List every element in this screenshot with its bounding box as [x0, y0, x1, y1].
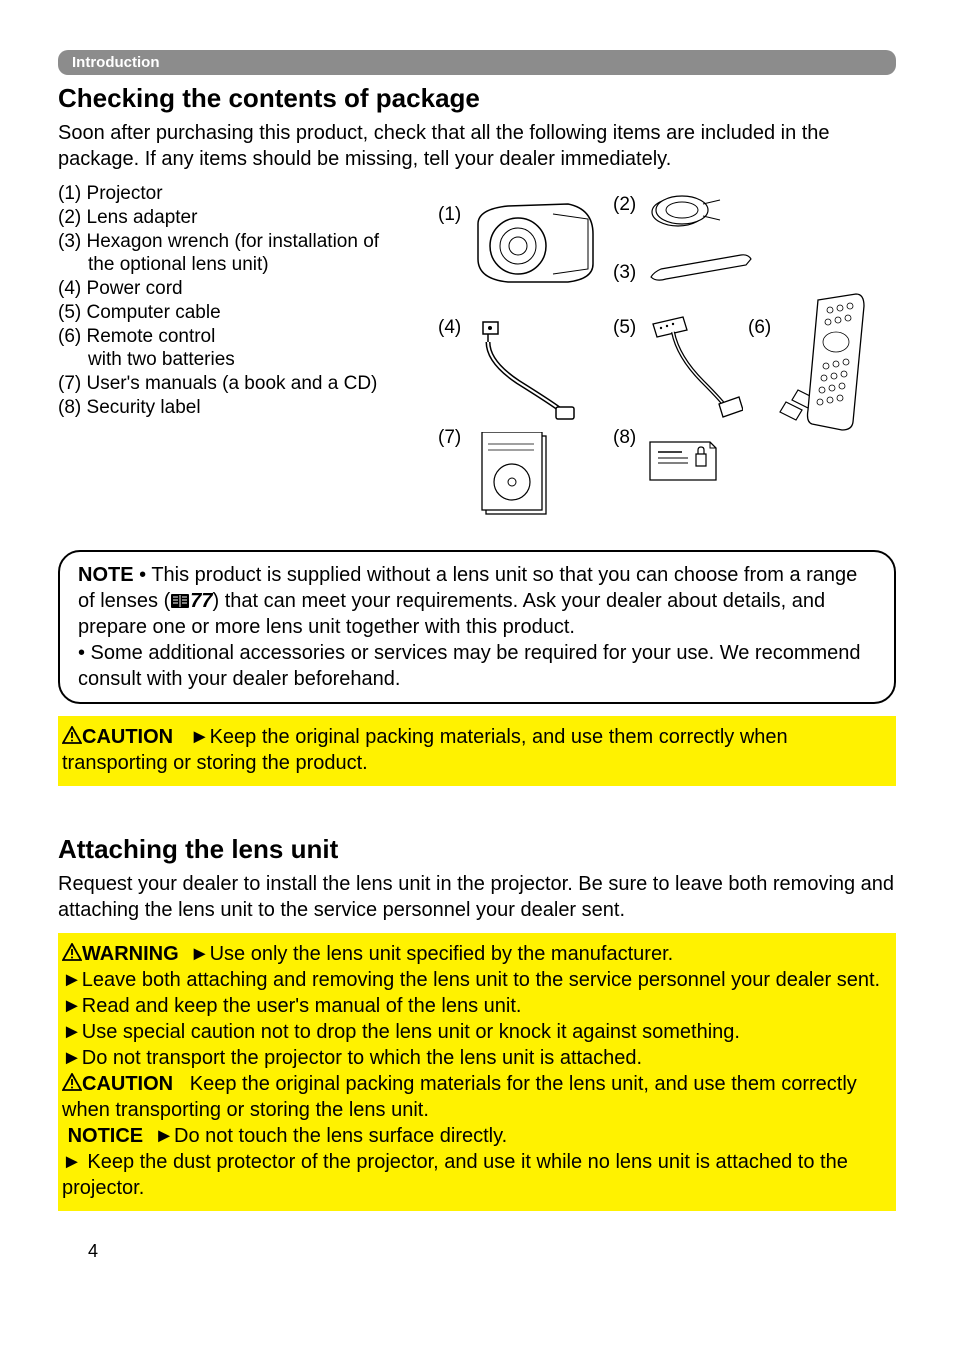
- note-label: NOTE: [78, 564, 134, 586]
- notice-line: Do not touch the lens surface directly.: [174, 1125, 507, 1147]
- caution-label-2: CAUTION: [82, 1073, 173, 1095]
- list-item: (5) Computer cable: [58, 301, 398, 325]
- section-tab: Introduction: [58, 50, 896, 75]
- note-text: • Some additional accessories or service…: [78, 642, 861, 690]
- list-item-cont: with two batteries: [58, 348, 398, 372]
- warning-triangle-icon: [62, 726, 82, 744]
- warning-line: Do not transport the projector to which …: [82, 1047, 642, 1069]
- list-item: (1) Projector: [58, 182, 398, 206]
- list-item: (7) User's manuals (a book and a CD): [58, 372, 398, 396]
- figure-area: (1) (2) (3) (4) (5) (6) (7) (8): [418, 182, 896, 522]
- warning-line: Read and keep the user's manual of the l…: [82, 995, 522, 1017]
- list-item: (6) Remote control: [58, 325, 398, 349]
- remote-control-icon: [778, 292, 868, 432]
- caution-callout-1: CAUTION ►Keep the original packing mater…: [58, 716, 896, 786]
- heading-attaching-lens: Attaching the lens unit: [58, 834, 896, 865]
- warning-triangle-icon: [62, 1073, 82, 1091]
- page-ref: 77: [190, 590, 212, 612]
- fig-label-4: (4): [438, 317, 461, 339]
- security-label-icon: [648, 440, 718, 485]
- fig-label-8: (8): [613, 427, 636, 449]
- book-icon: [170, 593, 190, 609]
- intro-paragraph-2: Request your dealer to install the lens …: [58, 871, 896, 923]
- list-item: (4) Power cord: [58, 277, 398, 301]
- intro-paragraph-1: Soon after purchasing this product, chec…: [58, 120, 896, 172]
- list-item: (2) Lens adapter: [58, 206, 398, 230]
- list-item-cont: the optional lens unit): [58, 253, 398, 277]
- note-box: NOTE • This product is supplied without …: [58, 550, 896, 704]
- fig-label-7: (7): [438, 427, 461, 449]
- warning-label: WARNING: [82, 943, 179, 965]
- fig-label-1: (1): [438, 204, 461, 226]
- fig-label-6: (6): [748, 317, 771, 339]
- heading-checking-contents: Checking the contents of package: [58, 83, 896, 114]
- list-item: (3) Hexagon wrench (for installation of: [58, 230, 398, 254]
- computer-cable-icon: [643, 312, 743, 422]
- warning-line: Use special caution not to drop the lens…: [82, 1021, 740, 1043]
- fig-label-5: (5): [613, 317, 636, 339]
- warning-triangle-icon: [62, 943, 82, 961]
- projector-icon: [468, 194, 598, 289]
- warning-line: Leave both attaching and removing the le…: [82, 969, 880, 991]
- notice-line: Keep the dust protector of the projector…: [62, 1151, 848, 1199]
- notice-label: NOTICE: [68, 1125, 144, 1147]
- fig-label-3: (3): [613, 262, 636, 284]
- caution-text-2: Keep the original packing materials for …: [62, 1073, 857, 1121]
- contents-row: (1) Projector (2) Lens adapter (3) Hexag…: [58, 182, 896, 522]
- fig-label-2: (2): [613, 194, 636, 216]
- page-number: 4: [88, 1241, 896, 1262]
- warning-line: Use only the lens unit specified by the …: [210, 943, 674, 965]
- lens-adapter-icon: [648, 192, 728, 232]
- items-list: (1) Projector (2) Lens adapter (3) Hexag…: [58, 182, 398, 522]
- manuals-icon: [478, 432, 578, 522]
- warning-callout-2: WARNING ►Use only the lens unit specifie…: [58, 933, 896, 1211]
- power-cord-icon: [468, 312, 578, 422]
- caution-label: CAUTION: [82, 726, 173, 748]
- hex-wrench-icon: [646, 247, 756, 287]
- list-item: (8) Security label: [58, 396, 398, 420]
